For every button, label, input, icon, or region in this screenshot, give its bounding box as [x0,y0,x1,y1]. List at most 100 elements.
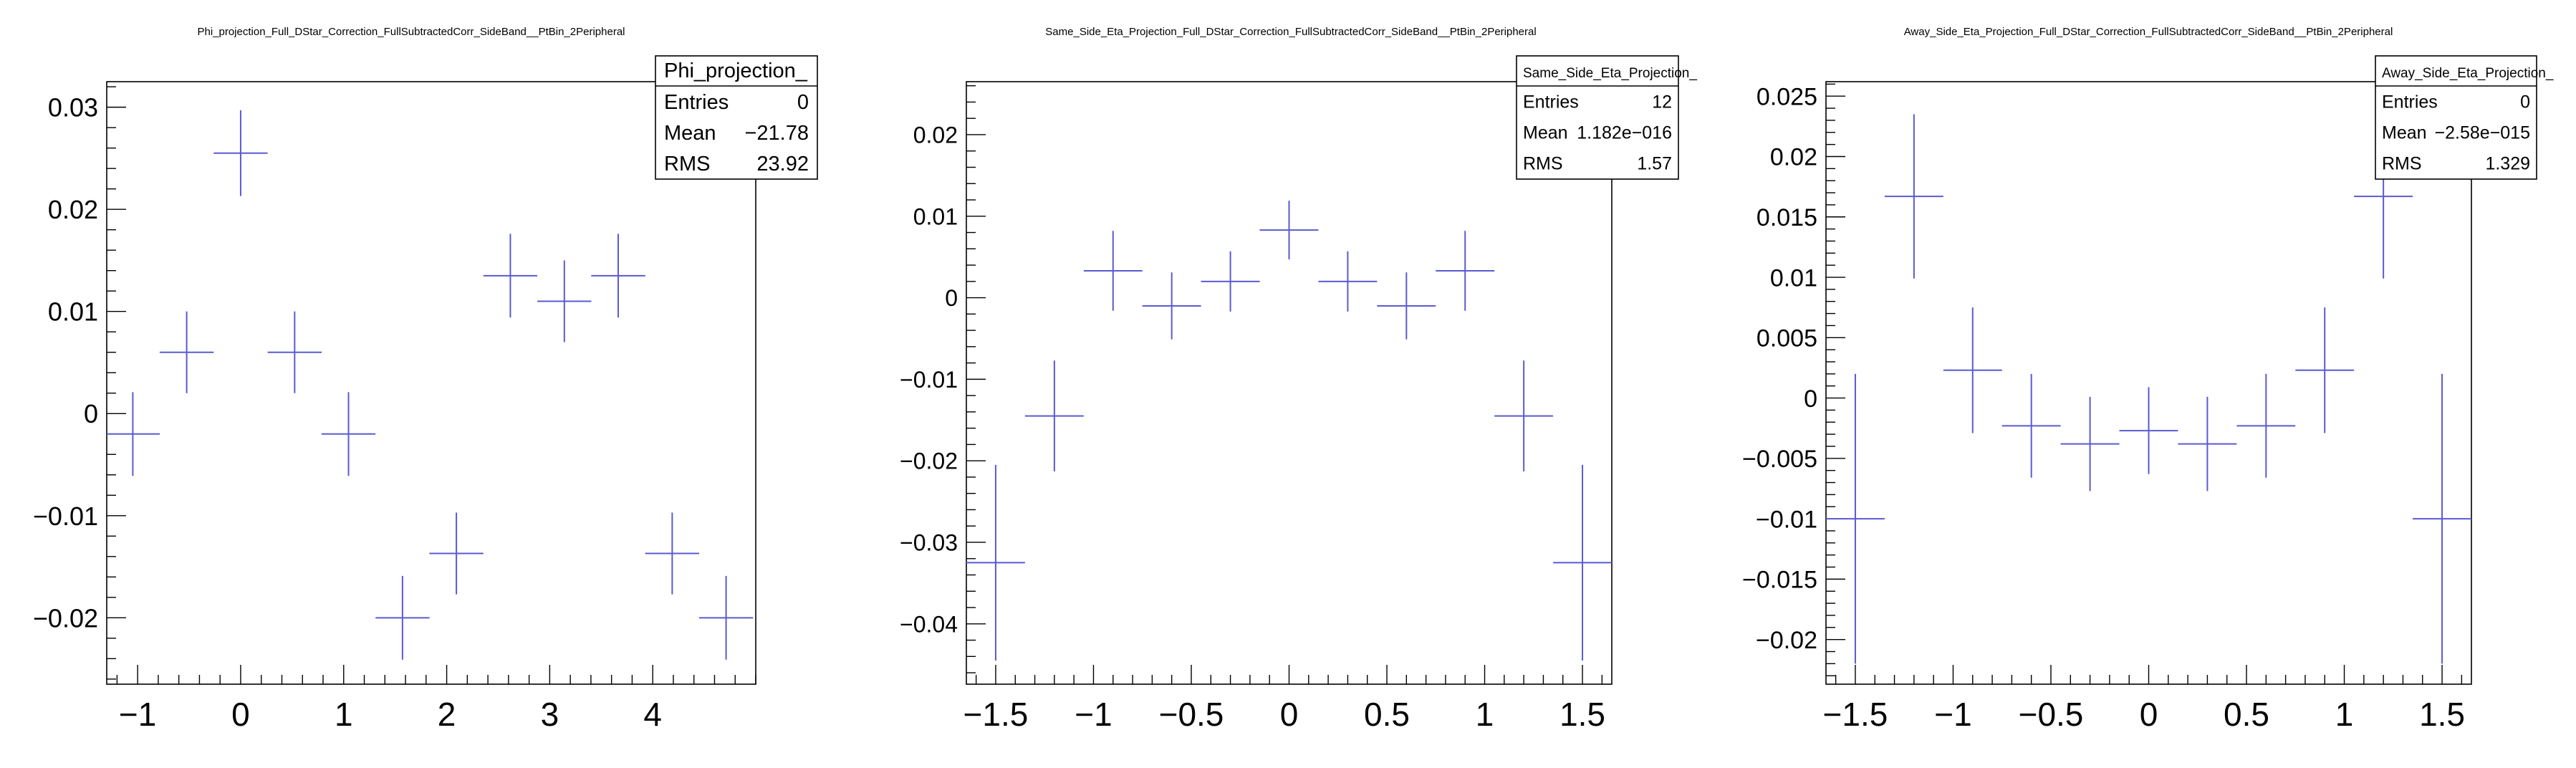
stats-row-value: −2.58e−015 [2435,123,2530,143]
data-point [267,311,322,393]
stats-row-label: Entries [1523,92,1579,112]
data-point [213,110,268,196]
y-tick-label: 0.01 [913,203,958,229]
data-point [321,392,376,476]
data-point [1553,464,1612,661]
y-tick-label: −0.03 [900,530,958,556]
stats-box-frame [655,55,818,180]
x-tick-label: −1 [1075,696,1112,733]
x-tick-label: 1.5 [2419,696,2465,733]
data-point [2413,373,2471,664]
data-point [537,260,592,342]
plot-pad-2: Same_Side_Eta_Projection_Full_DStar_Corr… [900,26,1697,733]
data-point [1436,231,1495,311]
y-tick-label: 0.02 [1770,144,1817,171]
data-point [1142,272,1201,340]
stats-box: Phi_projection_ Entries 0 Mean −21.78 RMS 23.9… [655,55,818,180]
stats-row-value: 1.329 [2485,154,2530,174]
stats-row-value: 0 [2520,92,2530,112]
data-point [645,512,700,595]
data-point [1259,201,1319,260]
x-tick-label: 0 [1280,696,1299,733]
plot-frame [966,81,1613,685]
plot-pad-1: Phi_projection_Full_DStar_Correction_Ful… [33,26,818,733]
y-tick-label: −0.02 [33,603,98,633]
y-tick-label: 0.01 [48,297,98,327]
data-point [591,234,645,318]
stats-box-name: Phi_projection_ [664,59,808,82]
data-point [2060,396,2120,491]
stats-row-label: Mean [2382,123,2427,143]
x-tick-label: 2 [438,696,456,733]
x-tick-label: −1 [1934,696,1971,733]
plot-frame [1825,81,2472,685]
x-tick-label: 1 [335,696,353,733]
data-point [2178,396,2237,491]
y-tick-label: 0.02 [48,195,98,224]
y-tick-label: 0 [945,285,958,311]
data-point [1318,251,1378,312]
stats-box-name: Same_Side_Eta_Projection_ [1523,66,1697,81]
x-tick-label: 1 [2335,696,2354,733]
stats-box-frame [2375,55,2537,180]
stats-box-frame [1516,55,1679,180]
y-tick-label: 0.015 [1756,204,1817,231]
plot-pad-3: Away_Side_Eta_Projection_Full_DStar_Corr… [1742,26,2554,733]
y-tick-label: 0.01 [1770,264,1817,292]
stats-row-value: 1.57 [1637,154,1672,174]
data-point [1083,231,1143,311]
x-tick-label: 0.5 [1364,696,1410,733]
data-point [2001,373,2061,478]
data-point [375,575,430,660]
plot-frame [106,81,756,685]
y-tick-label: 0.025 [1756,83,1817,110]
x-tick-label: −1.5 [1823,696,1888,733]
data-point [2236,373,2296,478]
y-tick-label: −0.02 [900,448,958,474]
stats-row-value: 0 [797,91,809,114]
stats-box: Away_Side_Eta_Projection_ Entries 0 Mean −2.… [2375,55,2554,180]
stats-row-label: RMS [2382,154,2422,174]
data-point [159,311,214,393]
data-point [483,234,538,318]
data-point [966,464,1025,661]
x-tick-label: 1.5 [1559,696,1605,733]
x-tick-label: 0 [231,696,250,733]
x-tick-label: 0 [2140,696,2158,733]
x-tick-label: 4 [643,696,662,733]
stats-row-label: Mean [664,122,716,145]
y-tick-label: −0.04 [900,611,958,637]
data-point [2119,387,2178,474]
data-point [1943,307,2002,433]
data-point [1826,373,1885,664]
plot-title: Away_Side_Eta_Projection_Full_DStar_Corr… [1904,26,2393,38]
y-tick-label: −0.01 [1756,506,1817,533]
x-tick-label: −1 [119,696,156,733]
data-point [1201,251,1260,312]
data-point [1494,360,1554,471]
stats-box-name: Away_Side_Eta_Projection_ [2382,66,2554,81]
stats-row-value: 23.92 [756,153,809,176]
y-tick-label: 0.03 [48,93,98,123]
stats-row-value: −21.78 [744,122,809,145]
y-tick-label: 0 [84,399,98,428]
y-tick-label: 0.005 [1756,325,1817,352]
data-point [1884,114,1943,279]
y-tick-label: −0.01 [900,367,958,393]
stats-row-value: 12 [1652,92,1672,112]
y-tick-label: −0.005 [1742,446,1817,473]
stats-box: Same_Side_Eta_Projection_ Entries 12 Mean 1.… [1516,55,1697,180]
stats-row-label: Entries [664,91,729,114]
data-point [2295,307,2355,433]
data-point [698,575,754,660]
x-tick-label: −0.5 [1159,696,1224,733]
data-point [1377,272,1436,340]
stats-row-label: RMS [1523,154,1563,174]
x-tick-label: 1 [1476,696,1494,733]
stats-row-label: Entries [2382,92,2438,112]
x-tick-label: 3 [541,696,559,733]
data-point [1024,360,1084,471]
y-tick-label: −0.015 [1742,567,1817,594]
stats-row-label: Mean [1523,123,1568,143]
